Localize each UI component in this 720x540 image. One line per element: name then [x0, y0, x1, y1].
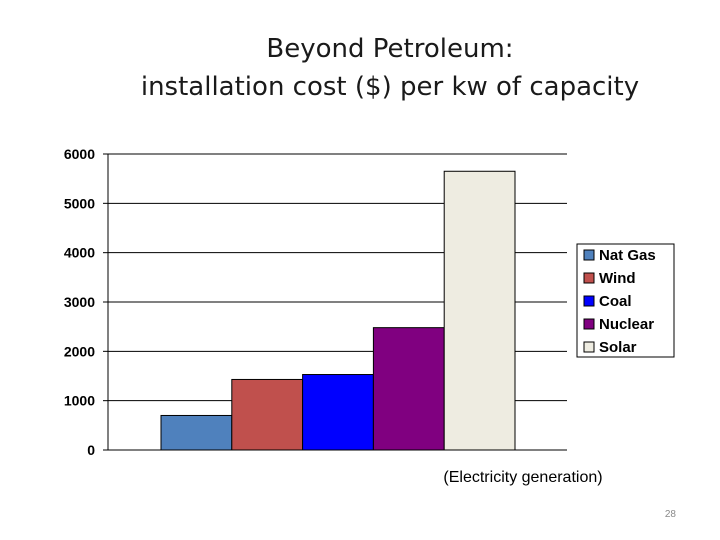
x-axis-label: (Electricity generation) [443, 469, 602, 486]
legend-label-wind: Wind [599, 270, 636, 287]
slide-title: Beyond Petroleum: installation cost ($) … [0, 30, 720, 106]
y-tick-label: 3000 [64, 294, 95, 310]
y-tick-label: 6000 [64, 146, 95, 162]
y-tick-label: 1000 [64, 393, 95, 409]
legend-swatch-coal [583, 295, 595, 307]
legend-label-coal: Coal [599, 293, 632, 310]
bar-wind [231, 378, 304, 451]
slide-title-line-2: installation cost ($) per kw of capacity [140, 72, 640, 102]
legend-swatch-nuclear [583, 318, 595, 330]
y-tick-label: 2000 [64, 343, 95, 359]
y-tick-label: 5000 [64, 195, 95, 211]
axes: 0 1000 2000 3000 4000 5000 6000 [64, 146, 567, 458]
legend-label-nat-gas: Nat Gas [599, 247, 656, 264]
y-tick-label: 0 [87, 442, 95, 458]
legend-label-nuclear: Nuclear [599, 316, 654, 333]
legend-label-solar: Solar [599, 339, 637, 356]
legend-swatch-nat-gas [583, 249, 595, 261]
bar-solar [443, 170, 516, 451]
page-number: 28 [664, 509, 676, 520]
legend-swatch-solar [583, 341, 595, 353]
legend-swatch-wind [583, 272, 595, 284]
bar-nuclear [372, 327, 445, 451]
y-tick-label: 4000 [64, 245, 95, 261]
slide-title-line-1: Beyond Petroleum: [266, 34, 514, 64]
bars [160, 170, 516, 451]
legend: Nat Gas Wind Coal Nuclear Solar [576, 243, 675, 358]
bar-coal [302, 374, 374, 451]
bar-nat-gas [160, 414, 233, 451]
